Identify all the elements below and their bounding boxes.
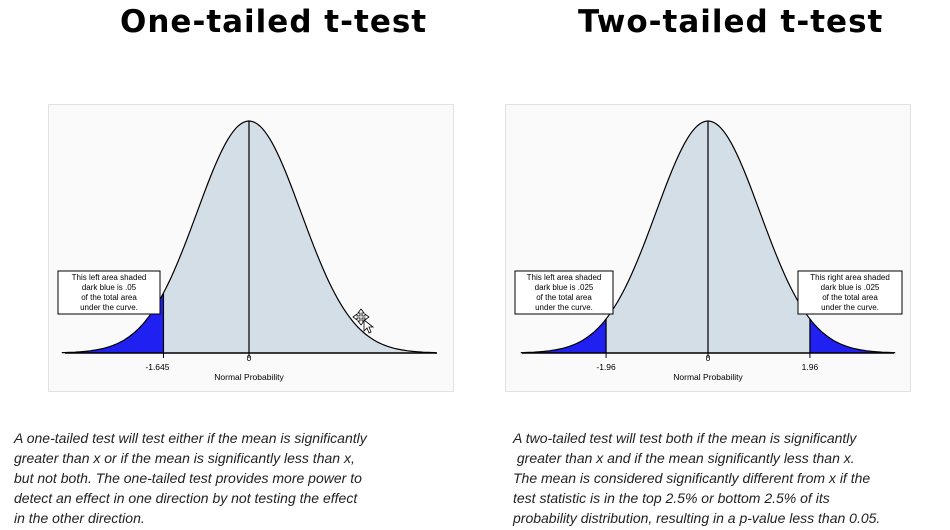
description-line: but not both. The one-tailed test provid… — [14, 470, 362, 486]
tick-label-zero: 0 — [247, 353, 252, 363]
move-cursor-icon — [352, 308, 375, 334]
description-line: A two-tailed test will test both if the … — [513, 430, 857, 446]
right-callout-box: This right area shaded dark blue is .025… — [797, 270, 903, 315]
callout-line: of the total area — [536, 293, 592, 302]
tick-label-zero: 0 — [706, 353, 711, 363]
callout-line: dark blue is .025 — [821, 283, 880, 292]
callout-line: dark blue is .05 — [82, 283, 137, 292]
description-line: test statistic is in the top 2.5% or bot… — [513, 490, 830, 506]
description-line: probability distribution, resulting in a… — [513, 510, 881, 526]
callout-line: dark blue is .025 — [535, 283, 594, 292]
left-callout-box: This left area shaded dark blue is .025 … — [514, 270, 614, 315]
axis-label: Normal Probability — [673, 372, 743, 382]
description-line: greater than x or if the mean is signifi… — [14, 450, 355, 466]
one-tailed-title: One-tailed t-test — [120, 4, 428, 40]
callout-box: This left area shaded dark blue is .05 o… — [57, 270, 161, 315]
callout-line: This right area shaded — [810, 273, 890, 282]
callout-line: under the curve. — [535, 303, 593, 312]
description-line: A one-tailed test will test either if th… — [14, 430, 367, 446]
axis-label: Normal Probability — [214, 372, 284, 382]
description-line: greater than x and if the mean significa… — [513, 450, 855, 466]
one-tailed-description: A one-tailed test will test either if th… — [14, 428, 454, 528]
callout-line: This left area shaded — [72, 273, 147, 282]
tick-label-critical-left: -1.96 — [596, 362, 616, 372]
two-tailed-description: A two-tailed test will test both if the … — [513, 428, 943, 528]
callout-line: under the curve. — [80, 303, 138, 312]
callout-line: of the total area — [81, 293, 137, 302]
tick-label-critical: -1.645 — [145, 362, 169, 372]
callout-line: This left area shaded — [527, 273, 602, 282]
callout-line: of the total area — [822, 293, 878, 302]
description-line: detect an effect in one direction by not… — [14, 490, 358, 506]
right-tail-shaded-area — [809, 319, 896, 353]
left-tail-shaded-area — [520, 319, 607, 353]
left-tail-shaded-area — [61, 293, 164, 353]
two-tailed-svg: -1.96 0 1.96 Normal Probability This lef… — [514, 120, 903, 382]
tick-label-critical-right: 1.96 — [802, 362, 819, 372]
description-line: in the other direction. — [14, 510, 145, 526]
two-tailed-chart: -1.96 0 1.96 Normal Probability This lef… — [505, 104, 911, 392]
description-line: The mean is considered significantly dif… — [513, 470, 871, 486]
one-tailed-svg: -1.645 0 Normal Probability This left ar… — [57, 120, 437, 382]
callout-line: under the curve. — [821, 303, 879, 312]
two-tailed-title: Two-tailed t-test — [578, 4, 884, 40]
one-tailed-chart: -1.645 0 Normal Probability This left ar… — [48, 104, 454, 392]
